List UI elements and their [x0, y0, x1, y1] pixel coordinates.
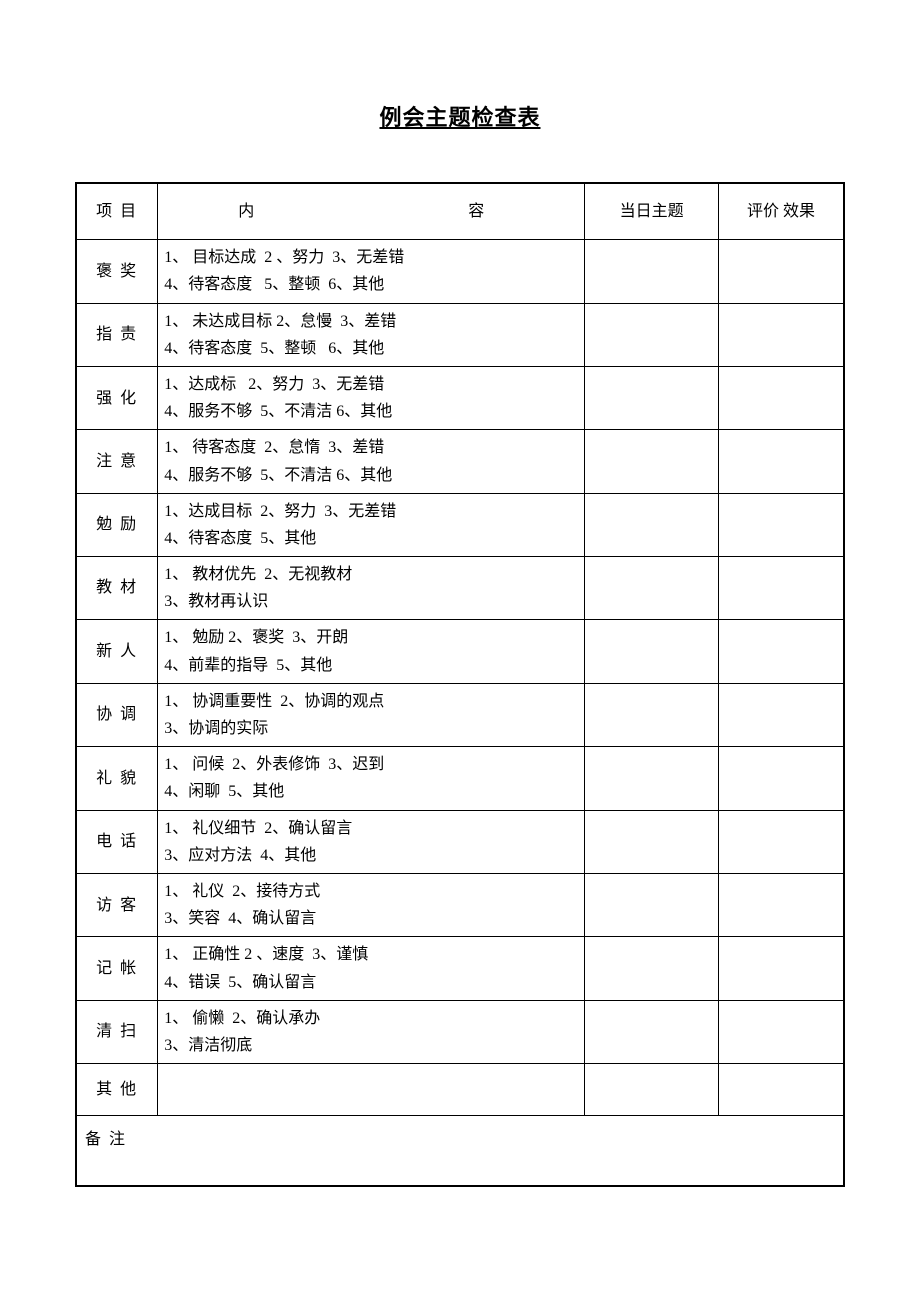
- row-category: 电 话: [76, 810, 158, 873]
- row-content: 1、 未达成目标 2、怠慢 3、差错 4、待客态度 5、整顿 6、其他: [158, 303, 585, 366]
- checklist-table: 项 目 内 容 当日主题 评价 效果 褒 奖 1、 目标达成 2 、努力 3、无…: [75, 182, 845, 1187]
- row-effect: [718, 240, 844, 303]
- table-row: 清 扫 1、 偷懒 2、确认承办 3、清洁彻底: [76, 1000, 844, 1063]
- row-topic: [585, 683, 719, 746]
- row-topic: [585, 1000, 719, 1063]
- row-topic: [585, 430, 719, 493]
- row-effect: [718, 430, 844, 493]
- table-row: 访 客 1、 礼仪 2、接待方式 3、笑容 4、确认留言: [76, 873, 844, 936]
- row-content: 1、 礼仪细节 2、确认留言 3、应对方法 4、其他: [158, 810, 585, 873]
- row-effect: [718, 810, 844, 873]
- row-effect: [718, 493, 844, 556]
- row-category: 教 材: [76, 557, 158, 620]
- header-content-left: 内: [238, 198, 254, 225]
- row-content: 1、 偷懒 2、确认承办 3、清洁彻底: [158, 1000, 585, 1063]
- document-title: 例会主题检查表: [75, 100, 845, 132]
- row-topic: [585, 493, 719, 556]
- row-category: 强 化: [76, 366, 158, 429]
- row-content: 1、 勉励 2、褒奖 3、开朗 4、前辈的指导 5、其他: [158, 620, 585, 683]
- row-category: 访 客: [76, 873, 158, 936]
- table-header-row: 项 目 内 容 当日主题 评价 效果: [76, 183, 844, 240]
- table-row-remarks: 备 注: [76, 1116, 844, 1186]
- table-row: 协 调 1、 协调重要性 2、协调的观点 3、协调的实际: [76, 683, 844, 746]
- header-content: 内 容: [158, 183, 585, 240]
- table-row: 褒 奖 1、 目标达成 2 、努力 3、无差错 4、待客态度 5、整顿 6、其他: [76, 240, 844, 303]
- header-category: 项 目: [76, 183, 158, 240]
- header-effect: 评价 效果: [718, 183, 844, 240]
- remarks-cell: 备 注: [76, 1116, 844, 1186]
- row-content: 1、 问候 2、外表修饰 3、迟到 4、闲聊 5、其他: [158, 747, 585, 810]
- row-category: 勉 励: [76, 493, 158, 556]
- row-content: 1、 协调重要性 2、协调的观点 3、协调的实际: [158, 683, 585, 746]
- row-topic: [585, 810, 719, 873]
- row-effect: [718, 303, 844, 366]
- page-container: 例会主题检查表 项 目 内 容 当日主题 评价 效果 褒 奖 1、 目标达成 2…: [0, 0, 920, 1187]
- row-content: 1、达成标 2、努力 3、无差错 4、服务不够 5、不清洁 6、其他: [158, 366, 585, 429]
- row-effect: [718, 747, 844, 810]
- table-row: 勉 励 1、达成目标 2、努力 3、无差错 4、待客态度 5、其他: [76, 493, 844, 556]
- row-effect: [718, 620, 844, 683]
- table-row-other: 其 他: [76, 1064, 844, 1116]
- row-category-other: 其 他: [76, 1064, 158, 1116]
- row-category: 注 意: [76, 430, 158, 493]
- row-topic: [585, 873, 719, 936]
- row-content: 1、 待客态度 2、怠惰 3、差错 4、服务不够 5、不清洁 6、其他: [158, 430, 585, 493]
- row-category: 褒 奖: [76, 240, 158, 303]
- row-effect: [718, 1000, 844, 1063]
- header-content-right: 容: [468, 198, 484, 225]
- row-content: 1、 礼仪 2、接待方式 3、笑容 4、确认留言: [158, 873, 585, 936]
- table-row: 指 责 1、 未达成目标 2、怠慢 3、差错 4、待客态度 5、整顿 6、其他: [76, 303, 844, 366]
- table-row: 记 帐 1、 正确性 2 、速度 3、谨慎 4、错误 5、确认留言: [76, 937, 844, 1000]
- row-content: 1、 目标达成 2 、努力 3、无差错 4、待客态度 5、整顿 6、其他: [158, 240, 585, 303]
- row-effect: [718, 557, 844, 620]
- row-effect: [718, 937, 844, 1000]
- row-topic: [585, 620, 719, 683]
- table-row: 礼 貌 1、 问候 2、外表修饰 3、迟到 4、闲聊 5、其他: [76, 747, 844, 810]
- row-effect: [718, 683, 844, 746]
- row-topic-other: [585, 1064, 719, 1116]
- row-topic: [585, 240, 719, 303]
- table-row: 电 话 1、 礼仪细节 2、确认留言 3、应对方法 4、其他: [76, 810, 844, 873]
- row-effect: [718, 873, 844, 936]
- table-row: 强 化 1、达成标 2、努力 3、无差错 4、服务不够 5、不清洁 6、其他: [76, 366, 844, 429]
- table-row: 注 意 1、 待客态度 2、怠惰 3、差错 4、服务不够 5、不清洁 6、其他: [76, 430, 844, 493]
- row-topic: [585, 557, 719, 620]
- row-category: 礼 貌: [76, 747, 158, 810]
- row-topic: [585, 303, 719, 366]
- row-effect-other: [718, 1064, 844, 1116]
- row-topic: [585, 366, 719, 429]
- row-topic: [585, 747, 719, 810]
- row-topic: [585, 937, 719, 1000]
- row-content: 1、达成目标 2、努力 3、无差错 4、待客态度 5、其他: [158, 493, 585, 556]
- header-topic: 当日主题: [585, 183, 719, 240]
- row-content-other: [158, 1064, 585, 1116]
- row-category: 新 人: [76, 620, 158, 683]
- row-content: 1、 正确性 2 、速度 3、谨慎 4、错误 5、确认留言: [158, 937, 585, 1000]
- table-row: 教 材 1、 教材优先 2、无视教材 3、教材再认识: [76, 557, 844, 620]
- row-effect: [718, 366, 844, 429]
- row-category: 指 责: [76, 303, 158, 366]
- row-category: 记 帐: [76, 937, 158, 1000]
- row-category: 协 调: [76, 683, 158, 746]
- row-content: 1、 教材优先 2、无视教材 3、教材再认识: [158, 557, 585, 620]
- row-category: 清 扫: [76, 1000, 158, 1063]
- table-row: 新 人 1、 勉励 2、褒奖 3、开朗 4、前辈的指导 5、其他: [76, 620, 844, 683]
